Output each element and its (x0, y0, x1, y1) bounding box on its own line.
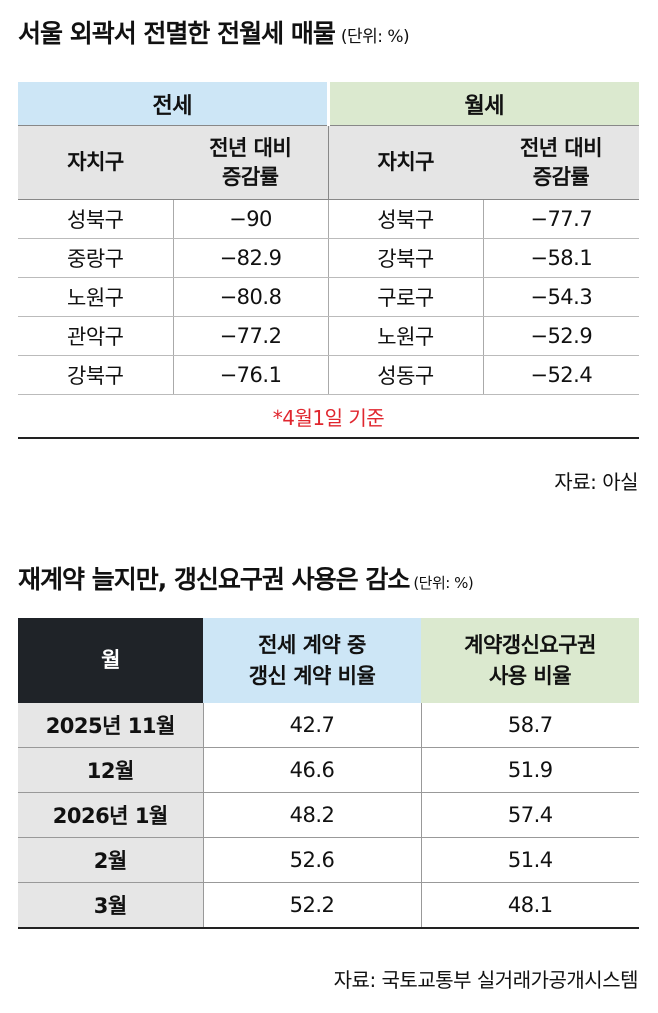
jeonse-district: 강북구 (18, 355, 173, 395)
wolse-district-header: 자치구 (327, 125, 484, 200)
jeonse-change: −82.9 (172, 238, 329, 278)
table-row: 12월 46.6 51.9 (18, 747, 639, 793)
jeonse-change: −90 (172, 199, 329, 239)
jeonse-district-header: 자치구 (18, 125, 173, 200)
table-row: 관악구 −77.2 노원구 −52.9 (18, 316, 640, 356)
renewal-right-ratio: 51.4 (420, 837, 639, 883)
renewal-right-ratio: 51.9 (420, 747, 639, 793)
jeonse-change-header: 전년 대비 증감률 (173, 125, 329, 200)
jeonse-district: 성북구 (18, 199, 173, 239)
wolse-change: −52.4 (482, 355, 640, 395)
renewal-right-ratio: 57.4 (420, 792, 639, 838)
table-row: 2026년 1월 48.2 57.4 (18, 792, 639, 838)
section1-title: 서울 외곽서 전멸한 전월세 매물 (단위: %) (18, 14, 410, 50)
section2-unit: (단위: %) (413, 574, 474, 592)
renewal-rate-table: 월 전세 계약 중 갱신 계약 비율 계약갱신요구권 사용 비율 2025년 11월… (18, 618, 639, 929)
wolse-district: 성북구 (327, 199, 484, 239)
month-label: 2월 (18, 837, 203, 883)
month-label: 2026년 1월 (18, 792, 203, 838)
month-label: 2025년 11월 (18, 703, 203, 748)
section1-source: 자료: 아실 (554, 470, 638, 494)
wolse-change: −54.3 (482, 277, 640, 317)
district-decline-table: 전세 월세 자치구 전년 대비 증감률 자치구 전년 대비 증감률 성북구 −90 … (18, 82, 640, 439)
renewal-right-ratio: 48.1 (420, 882, 639, 929)
jeonse-district: 관악구 (18, 316, 173, 356)
jeonse-district: 노원구 (18, 277, 173, 317)
table-row: 성북구 −90 성북구 −77.7 (18, 199, 640, 239)
month-label: 3월 (18, 882, 203, 929)
section2-title-text: 재계약 늘지만, 갱신요구권 사용은 감소 (18, 565, 410, 594)
jeonse-change: −77.2 (172, 316, 329, 356)
jeonse-change: −80.8 (172, 277, 329, 317)
renewal-right-ratio: 58.7 (420, 703, 639, 748)
section1-unit: (단위: %) (340, 27, 410, 47)
jeonse-district: 중랑구 (18, 238, 173, 278)
section2-title: 재계약 늘지만, 갱신요구권 사용은 감소 (단위: %) (18, 560, 474, 596)
wolse-change: −52.9 (482, 316, 640, 356)
month-label: 12월 (18, 747, 203, 793)
renewal-right-ratio-header: 계약갱신요구권 사용 비율 (421, 618, 639, 703)
renewal-ratio-header: 전세 계약 중 갱신 계약 비율 (203, 618, 421, 703)
renewal-ratio: 52.2 (202, 882, 421, 929)
renewal-ratio: 52.6 (202, 837, 421, 883)
wolse-district: 성동구 (327, 355, 484, 395)
wolse-district: 구로구 (327, 277, 484, 317)
reference-date-note: *4월1일 기준 (18, 394, 640, 439)
table-row: 2월 52.6 51.4 (18, 837, 639, 883)
table-row: 강북구 −76.1 성동구 −52.4 (18, 355, 640, 395)
wolse-district: 강북구 (327, 238, 484, 278)
jeonse-group-header: 전세 (18, 82, 330, 126)
renewal-ratio: 42.7 (202, 703, 421, 748)
wolse-district: 노원구 (327, 316, 484, 356)
section1-title-text: 서울 외곽서 전멸한 전월세 매물 (18, 19, 336, 48)
table-row: 중랑구 −82.9 강북구 −58.1 (18, 238, 640, 278)
wolse-group-header: 월세 (328, 82, 640, 126)
renewal-ratio: 46.6 (202, 747, 421, 793)
jeonse-change: −76.1 (172, 355, 329, 395)
table-row: 노원구 −80.8 구로구 −54.3 (18, 277, 640, 317)
month-header: 월 (18, 618, 203, 703)
renewal-ratio: 48.2 (202, 792, 421, 838)
wolse-change: −77.7 (482, 199, 640, 239)
section2-source: 자료: 국토교통부 실거래가공개시스템 (333, 968, 639, 992)
table-row: 2025년 11월 42.7 58.7 (18, 703, 639, 748)
table-row: 3월 52.2 48.1 (18, 882, 639, 929)
wolse-change-header: 전년 대비 증감률 (483, 125, 640, 200)
wolse-change: −58.1 (482, 238, 640, 278)
